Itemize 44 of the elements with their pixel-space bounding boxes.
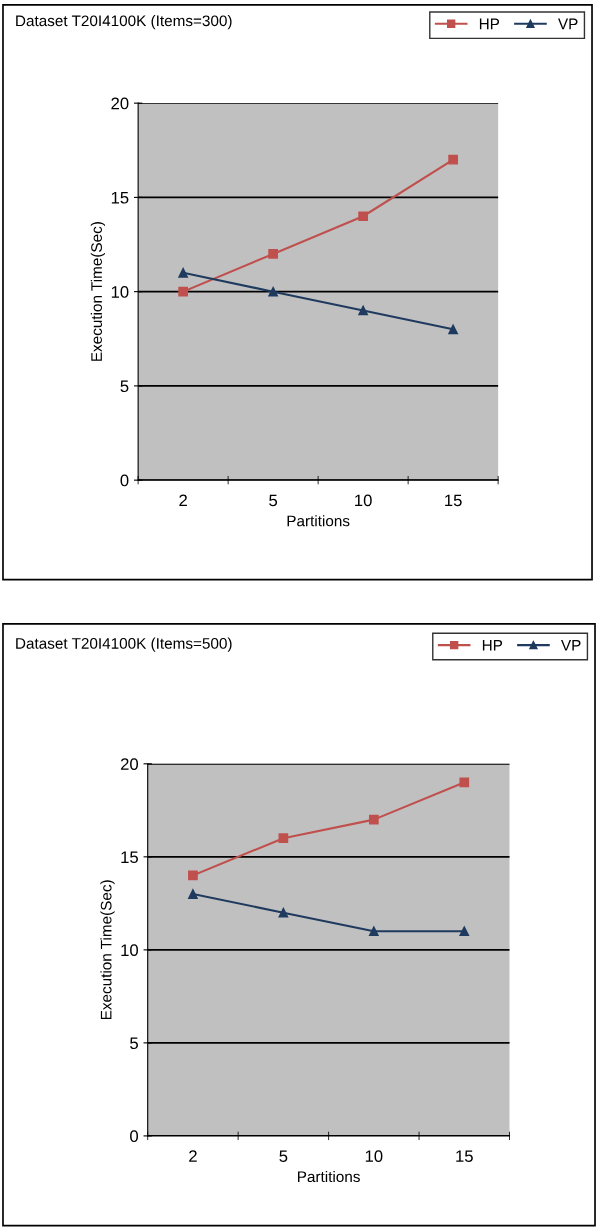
y-tick-label: 0 <box>130 1130 139 1143</box>
y-tick-label: 10 <box>111 286 129 298</box>
legend-label: VP <box>561 639 581 651</box>
x-tick-label: 15 <box>445 494 462 507</box>
x-tick-label: 5 <box>279 1150 288 1163</box>
x-tick-label: 10 <box>365 1150 383 1163</box>
point <box>459 926 470 937</box>
y-axis-title: Execution Time(Sec) <box>100 880 115 1020</box>
chart-title: Dataset T20I4100K (Items=300) <box>16 14 232 30</box>
point <box>448 324 458 335</box>
x-tick-label: 10 <box>355 494 372 507</box>
x-tick-label: 2 <box>179 494 187 507</box>
point <box>188 870 198 881</box>
y-tick-label: 20 <box>120 758 139 771</box>
y-tick-label: 5 <box>130 1037 138 1050</box>
x-axis-title: Partitions <box>287 515 350 527</box>
y-tick-label: 0 <box>120 474 129 487</box>
point <box>459 777 470 788</box>
point <box>188 889 198 899</box>
point <box>278 833 289 844</box>
point <box>178 267 188 278</box>
point <box>178 286 188 297</box>
x-axis-title: Partitions <box>298 1170 360 1183</box>
legend-label: HP <box>482 639 503 651</box>
point <box>358 305 368 316</box>
point <box>368 926 379 937</box>
x-tick-label: 5 <box>269 494 278 507</box>
y-tick-label: 15 <box>121 851 138 864</box>
y-tick-label: 10 <box>121 944 139 957</box>
y-tick-label: 15 <box>111 191 129 204</box>
legend-label: HP <box>479 18 500 30</box>
y-tick-label: 5 <box>120 380 129 393</box>
chart-title: Dataset T20I4100K (Items=500) <box>16 637 232 652</box>
x-tick-label: 15 <box>456 1150 473 1163</box>
x-tick-label: 2 <box>189 1150 197 1162</box>
point <box>268 286 278 297</box>
point <box>358 211 368 222</box>
point <box>448 154 458 165</box>
legend-label: VP <box>558 18 578 30</box>
point <box>278 907 289 918</box>
point <box>268 249 278 259</box>
y-axis-title: Execution Time(Sec) <box>90 222 106 361</box>
point <box>368 814 379 825</box>
y-tick-label: 20 <box>111 97 129 110</box>
